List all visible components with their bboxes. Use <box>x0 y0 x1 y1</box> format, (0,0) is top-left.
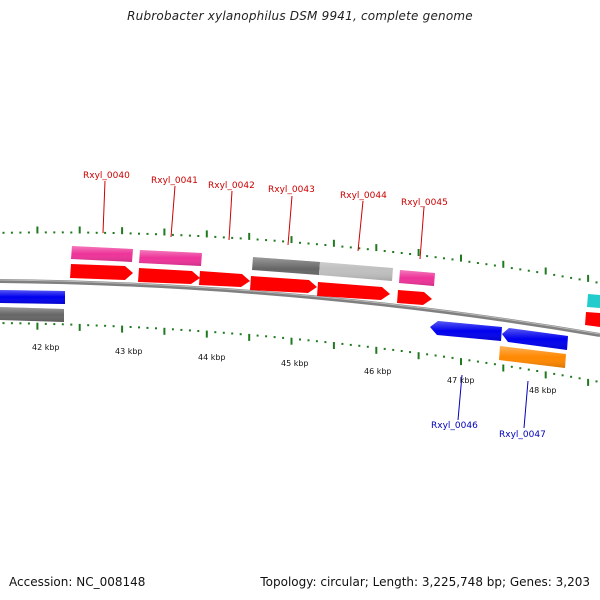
gene-right-edge-cyan[interactable] <box>587 294 600 308</box>
gene-row-reverse <box>430 321 568 368</box>
genome-backbone <box>0 279 600 337</box>
genome-backbone-highlight <box>0 279 600 335</box>
kbp-label-47: 47 kbp <box>447 376 475 385</box>
gene-rxyl-0045-arrow[interactable] <box>397 290 432 305</box>
kbp-label-46: 46 kbp <box>364 367 392 376</box>
gene-rxyl-0041-arrow[interactable] <box>138 268 200 284</box>
gene-row-inner-forward <box>70 264 600 327</box>
map-title: Rubrobacter xylanophilus DSM 9941, compl… <box>127 9 473 23</box>
inner-tick-ring <box>2 322 598 386</box>
kbp-label-44: 44 kbp <box>198 353 226 362</box>
gene-label-rxyl-0041[interactable]: Rxyl_0041 <box>151 176 198 186</box>
kbp-label-43: 43 kbp <box>115 347 143 356</box>
kbp-label-48: 48 kbp <box>529 386 557 395</box>
gene-label-rxyl-0043[interactable]: Rxyl_0043 <box>268 185 315 195</box>
gene-right-edge-arrow[interactable] <box>585 312 600 327</box>
genome-summary-text: Topology: circular; Length: 3,225,748 bp… <box>260 575 590 589</box>
gene-row-outer <box>71 246 435 286</box>
gene-labels: Rxyl_0040 Rxyl_0041 Rxyl_0042 Rxyl_0043 … <box>83 171 546 440</box>
kbp-label-45: 45 kbp <box>281 359 309 368</box>
accession-text: Accession: NC_008148 <box>9 575 146 589</box>
gene-label-rxyl-0045[interactable]: Rxyl_0045 <box>401 198 448 208</box>
gene-label-leaders <box>102 180 529 429</box>
gene-rxyl-0043-arrow[interactable] <box>250 276 317 293</box>
gene-rxyl-0042-arrow[interactable] <box>199 271 250 287</box>
outer-tick-ring <box>2 226 598 284</box>
gene-label-rxyl-0044[interactable]: Rxyl_0044 <box>340 191 387 201</box>
gene-label-rxyl-0040[interactable]: Rxyl_0040 <box>83 171 130 181</box>
gene-label-rxyl-0046[interactable]: Rxyl_0046 <box>431 421 478 431</box>
gene-left-edge <box>0 290 65 322</box>
gene-rxyl-0044-arrow[interactable] <box>317 282 390 300</box>
kbp-label-42: 42 kbp <box>32 343 60 352</box>
kbp-labels: 42 kbp 43 kbp 44 kbp 45 kbp 46 kbp 47 kb… <box>32 343 557 395</box>
gene-rxyl-0040-arrow[interactable] <box>70 264 133 280</box>
gene-label-rxyl-0047[interactable]: Rxyl_0047 <box>499 430 546 440</box>
gene-label-rxyl-0042[interactable]: Rxyl_0042 <box>208 181 255 191</box>
